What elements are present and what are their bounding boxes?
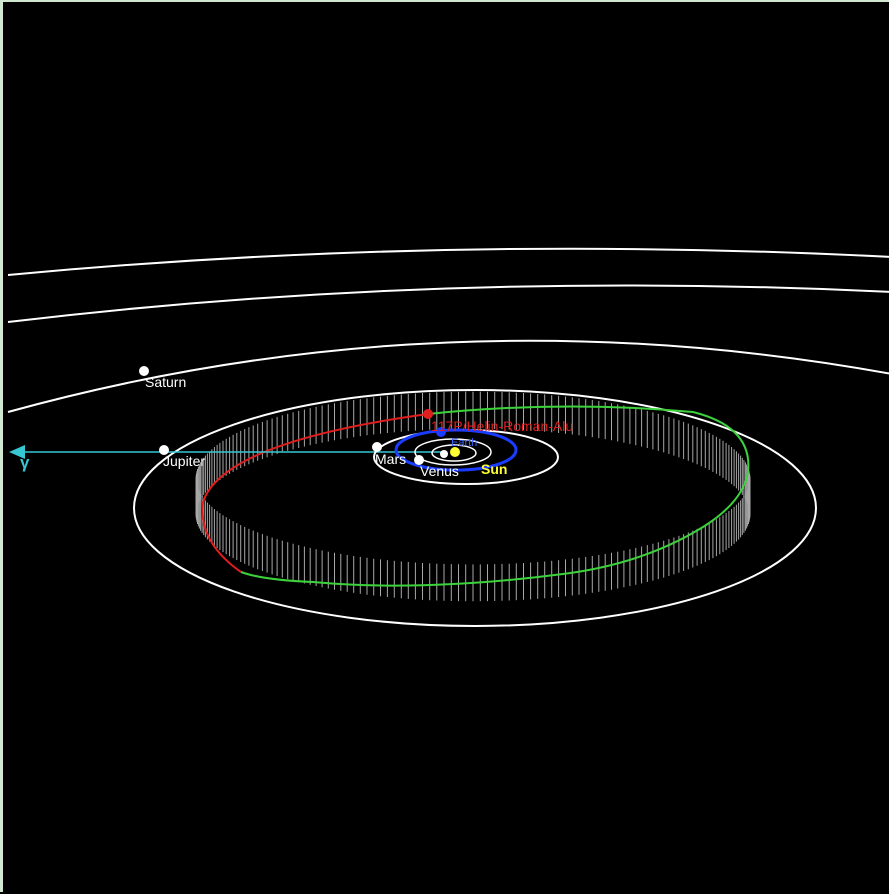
jupiter-label: Jupiter [163,453,205,469]
earth-orbit [394,428,518,472]
comet-marker [423,409,433,419]
comet-orbit-above [240,405,750,587]
jupiter-marker [159,445,169,455]
vernal-arrow-head [9,445,25,459]
earth-marker [436,427,446,437]
comet-orbit-below [201,413,429,573]
vernal-equinox-label: γ [20,453,30,472]
saturn-orbit [7,339,889,413]
uranus-orbit [7,284,889,323]
comet-orbit-band [195,391,751,602]
orbit-diagram: Saturn Jupiter Mars Venus Earth Sun 117P… [7,247,889,627]
comet-label: 117P/Helin-Roman-Alu [431,418,573,434]
mars-marker [372,442,382,452]
mars-label: Mars [375,451,406,467]
sun-marker [450,447,460,457]
jupiter-orbit [133,389,817,627]
neptune-orbit [7,247,889,276]
mercury-marker [440,450,448,458]
venus-label: Venus [420,463,459,479]
venus-orbit [414,438,492,466]
saturn-marker [139,366,149,376]
mercury-orbit [431,444,477,462]
earth-label: Earth [451,437,477,449]
sun-label: Sun [481,461,507,477]
saturn-label: Saturn [145,374,186,390]
venus-marker [414,455,424,465]
